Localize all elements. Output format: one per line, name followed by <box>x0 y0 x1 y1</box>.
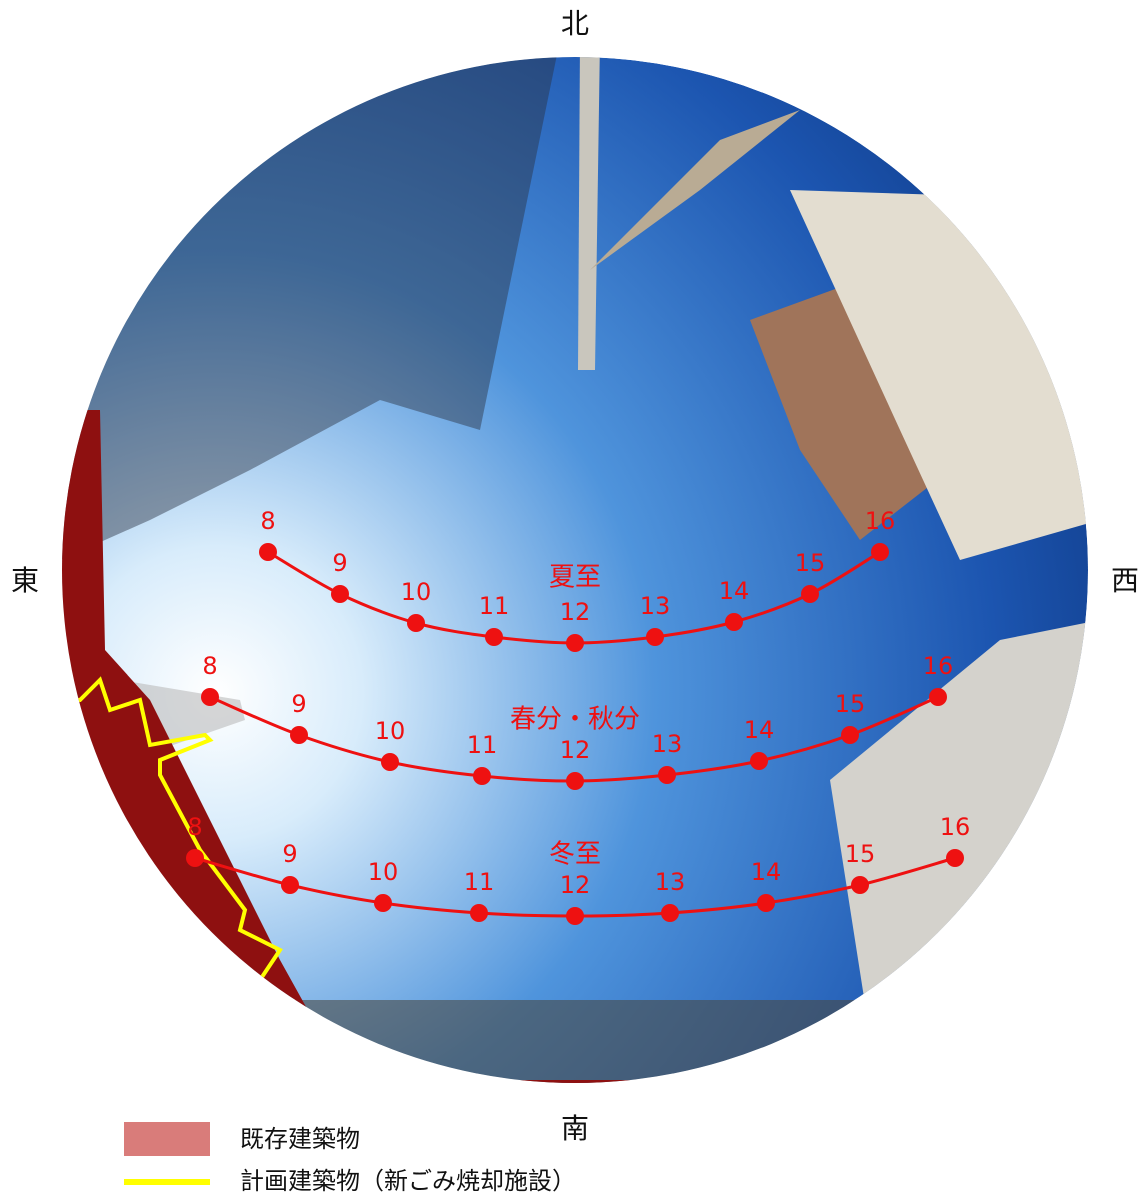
hour-point <box>407 614 425 632</box>
hour-point <box>281 876 299 894</box>
hour-label: 10 <box>375 717 406 745</box>
hour-label: 9 <box>282 840 297 868</box>
hour-point <box>841 726 859 744</box>
hour-point <box>566 907 584 925</box>
path-label: 夏至 <box>549 563 601 593</box>
hour-label: 16 <box>865 507 896 535</box>
hour-label: 14 <box>719 577 750 605</box>
hour-label: 10 <box>368 858 399 886</box>
hour-label: 9 <box>332 549 347 577</box>
hour-point <box>201 688 219 706</box>
path-label: 春分・秋分 <box>510 705 640 735</box>
hour-label: 15 <box>845 840 876 868</box>
hour-label: 8 <box>187 813 202 841</box>
hour-label: 11 <box>467 731 498 759</box>
compass-west: 西 <box>1111 564 1139 597</box>
hour-point <box>946 849 964 867</box>
hour-point <box>259 543 277 561</box>
hour-point <box>757 894 775 912</box>
hour-label: 9 <box>291 690 306 718</box>
compass-north: 北 <box>561 7 589 40</box>
hour-label: 14 <box>751 858 782 886</box>
hour-point <box>566 772 584 790</box>
hour-label: 13 <box>655 868 686 896</box>
hour-point <box>485 628 503 646</box>
path-label: 冬至 <box>549 840 601 870</box>
compass-south: 南 <box>561 1112 589 1145</box>
hour-label: 12 <box>560 598 591 626</box>
hour-point <box>658 766 676 784</box>
hour-label: 15 <box>795 549 826 577</box>
hour-point <box>473 767 491 785</box>
hour-label: 12 <box>560 736 591 764</box>
hour-point <box>871 543 889 561</box>
hour-label: 11 <box>464 868 495 896</box>
hour-point <box>725 613 743 631</box>
legend-swatch <box>124 1122 210 1156</box>
hour-label: 14 <box>744 716 775 744</box>
hour-label: 16 <box>923 652 954 680</box>
hour-label: 11 <box>479 592 510 620</box>
hour-label: 10 <box>401 578 432 606</box>
hour-label: 8 <box>260 507 275 535</box>
hour-point <box>750 752 768 770</box>
legend-label: 計画建築物（新ごみ焼却施設） <box>240 1167 576 1195</box>
hour-point <box>646 628 664 646</box>
hour-point <box>186 849 204 867</box>
legend-label: 既存建築物 <box>240 1125 360 1153</box>
hour-label: 12 <box>560 871 591 899</box>
hour-point <box>661 904 679 922</box>
hour-point <box>331 585 349 603</box>
hour-point <box>851 876 869 894</box>
hour-label: 13 <box>652 730 683 758</box>
hour-label: 13 <box>640 592 671 620</box>
hour-label: 8 <box>202 652 217 680</box>
hour-point <box>929 688 947 706</box>
hour-point <box>801 585 819 603</box>
hour-label: 15 <box>835 690 866 718</box>
hour-point <box>381 753 399 771</box>
hour-point <box>290 726 308 744</box>
compass-east: 東 <box>11 564 39 597</box>
hour-label: 16 <box>940 813 971 841</box>
hour-point <box>566 634 584 652</box>
hour-point <box>374 894 392 912</box>
hour-point <box>470 904 488 922</box>
